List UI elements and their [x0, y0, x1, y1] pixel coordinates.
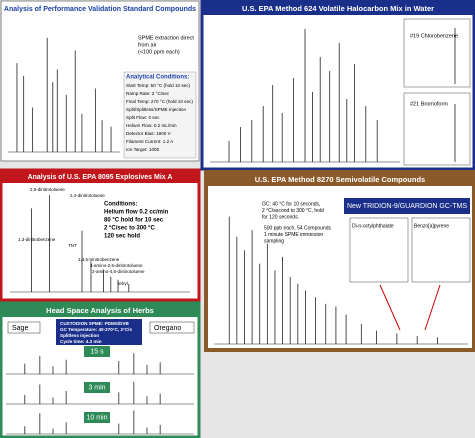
inset [403, 92, 471, 166]
banner-text: New TRIDION-9/GUARDION GC-TMS [347, 203, 467, 210]
inset [349, 217, 409, 283]
note-line: Cycle time: 4.3 min [60, 339, 102, 344]
note-line: CUSTODION SPME: PDMS/DVB [60, 321, 130, 326]
conditions-box [56, 319, 142, 345]
inset-label: Benzo[a]pyrene [414, 223, 449, 229]
note-line: 1 minute SPME immersion [264, 232, 323, 238]
conditions-box [123, 71, 197, 159]
note-line: Helium Flow: 0.2 mL/min [126, 123, 177, 128]
note-line: Ramp Rate: 2 °C/sec [126, 91, 170, 96]
panel-title: Analysis of U.S. EPA 8095 Explosives Mix… [28, 174, 173, 181]
inset-label: Di-n-octylphthalate [352, 223, 394, 229]
note-line: 2 °C/second to 300 °C, hold [262, 208, 324, 214]
compound-label: 2,6-dinitrotoluene [30, 187, 65, 192]
time-box [84, 412, 110, 423]
time-label: 15 s [90, 348, 104, 355]
note-line: 80 °C hold for 10 sec [104, 218, 164, 224]
compound-label: 2,4-dinitrotoluene [70, 193, 105, 198]
note-line: Split/Splitless/SPME Injection [126, 107, 186, 112]
note-line: SPME extraction direct [138, 35, 194, 41]
inset [403, 18, 471, 88]
note-line: Filament Current: 1.2 A [126, 139, 174, 144]
panel-title: Head Space Analysis of Herbs [46, 306, 154, 315]
label-box [7, 321, 41, 334]
arrow [379, 284, 441, 331]
panel-title: U.S. EPA Method 8270 Semivolatile Compou… [255, 175, 425, 184]
time-label: 3 min [88, 384, 105, 391]
compound-label: 1,3-dinitrobenzene [18, 237, 56, 242]
title-bar [203, 2, 473, 15]
note-line: 2 °C/sec to 300 °C [104, 226, 155, 232]
compound-label: TNT [68, 243, 77, 248]
conditions-heading: Analytical Conditions: [126, 75, 189, 81]
note-line: Start Temp: 50 °C (hold 10 sec) [126, 83, 191, 88]
note-line: Helium flow 0.2 cc/min [104, 210, 169, 216]
inset-label: #21 Bromoform [410, 101, 448, 107]
compound-label: 2-amino-4,6-dinitrotoluene [92, 269, 145, 274]
time-box [84, 346, 110, 357]
compound-label: tetryl [118, 281, 128, 286]
inset-label: #19 Chlorobenzene [410, 33, 458, 39]
note-line: 120 sec hold [104, 234, 140, 240]
title-bar [2, 304, 198, 317]
note-line: 500 ppb each, 54 Compounds [264, 225, 331, 231]
note-line: Split Flow: 0 sec [126, 115, 160, 120]
panel-title: U.S. EPA Method 624 Volatile Halocarbon … [242, 4, 434, 13]
note-line: from air [138, 42, 157, 48]
note-line: Detector Bias: 1800 V [126, 131, 172, 136]
time-box [84, 382, 110, 393]
label-box [149, 321, 195, 334]
time-label: 10 min [86, 414, 107, 421]
note-line: sampling [264, 238, 284, 244]
compound-label: 1,3,5-trinitrobenzene [78, 257, 120, 262]
note-line: GC Temperature: 40-270°C, 2°C/s [60, 327, 132, 332]
banner [344, 198, 470, 214]
title-bar [2, 171, 198, 183]
note-line: for 120 seconds. [262, 214, 299, 220]
panel-title: Analysis of Performance Validation Stand… [4, 6, 196, 13]
title-bar [207, 173, 473, 186]
panel-frame [0, 168, 201, 302]
note-line: Conditions: [104, 202, 137, 208]
compound-label: 4-amino-2,6-dinitrotoluene [90, 263, 143, 268]
note-line: Ion Target: 1000 [126, 147, 160, 152]
note-line: (<100 ppm each) [138, 49, 180, 55]
herb-left: Sage [12, 325, 28, 332]
herb-right: Oregano [154, 325, 181, 332]
note-line: GC: 40 °C for 10 seconds, [262, 201, 320, 207]
note-line: Splitless injection [60, 333, 99, 338]
inset [411, 217, 471, 283]
note-line: Final Temp: 270 °C (hold 10 sec) [126, 99, 193, 104]
